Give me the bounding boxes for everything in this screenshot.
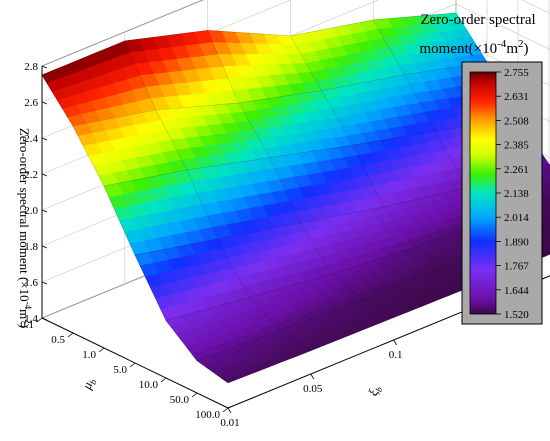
xi-axis-title: ξb xyxy=(365,383,385,399)
surface-mesh-line xyxy=(290,35,477,285)
mu-tick xyxy=(129,362,136,368)
mu-tick-label: 0.5 xyxy=(51,334,65,346)
z-tick-label: 2.0 xyxy=(24,205,38,217)
surface-mesh-line xyxy=(72,61,488,127)
colorbar-tick-label: 1.644 xyxy=(504,285,529,297)
legend-title-line2: moment(×10-4m2) xyxy=(420,38,529,57)
z-tick-label: 1.4 xyxy=(24,313,38,325)
z-tick-label: 2.2 xyxy=(24,169,38,181)
colorbar-tick-label: 2.138 xyxy=(504,188,529,200)
z-tick xyxy=(41,209,48,213)
surface-mesh-line xyxy=(227,253,550,384)
z-axis-title: Zero-order spectral moment (×10-4m2) xyxy=(17,128,33,328)
colorbar-tick-label: 2.755 xyxy=(504,67,529,79)
colorbar: 2.755 2.631 2.508 2.385 2.261 2.138 2.014 1.890… xyxy=(461,61,543,325)
xi-tick-label: 0.1 xyxy=(389,349,403,361)
axes: 1.4 1.6 1.8 2.0 2.2 2.4 2.6 2.8 0.1 0.5 1.0 5.0 10.0… xyxy=(20,61,550,429)
colorbar-tick-label: 2.014 xyxy=(504,212,529,224)
mu-tick-label: 10.0 xyxy=(139,379,159,391)
colorbar-gradient xyxy=(469,71,497,315)
xi-tick-label: 0.01 xyxy=(220,417,239,429)
z-tick xyxy=(41,173,48,177)
xi-tick xyxy=(227,407,232,414)
colorbar-tick-label: 1.890 xyxy=(504,236,529,248)
mu-tick xyxy=(36,317,43,323)
z-tick-label: 1.8 xyxy=(24,241,38,253)
mu-tick xyxy=(160,377,167,383)
xi-axis-line xyxy=(227,275,550,409)
colorbar-tick-label: 2.385 xyxy=(504,140,529,152)
z-tick xyxy=(41,65,48,69)
z-grid-line xyxy=(41,0,204,67)
xi-tick-label: 0.05 xyxy=(303,383,323,395)
mu-tick-label: 1.0 xyxy=(82,349,96,361)
colorbar-tick-label: 1.520 xyxy=(504,309,529,321)
colorbar-tick-label: 2.508 xyxy=(504,115,529,127)
z-tick xyxy=(41,101,48,105)
mu-tick xyxy=(222,407,229,413)
surface-cell xyxy=(222,373,243,384)
surface-mesh-line xyxy=(41,12,457,76)
colorbar-tick-label: 2.631 xyxy=(504,91,529,103)
surface-mesh-line xyxy=(41,74,229,384)
z-tick xyxy=(41,281,48,285)
z-tick xyxy=(41,137,48,141)
xi-tick xyxy=(393,339,397,346)
mu-tick xyxy=(191,392,198,398)
mu-tick xyxy=(98,347,105,353)
mu-tick xyxy=(67,332,74,338)
z-tick-label: 2.6 xyxy=(24,97,38,109)
colorbar-tick-label: 2.261 xyxy=(504,164,529,176)
colorbar-tick-label: 1.767 xyxy=(504,261,529,273)
surface-mesh-line xyxy=(103,118,519,187)
mu-axis-title: μb xyxy=(78,375,98,393)
mu-tick-label: 100.0 xyxy=(195,409,220,421)
z-tick-label: 2.8 xyxy=(24,61,38,73)
z-tick-label: 2.4 xyxy=(24,133,38,145)
xi-tick xyxy=(310,373,315,380)
mu-tick-label: 5.0 xyxy=(113,364,127,376)
mu-tick-label: 50.0 xyxy=(170,394,190,406)
surface-mesh-line xyxy=(207,30,394,318)
surface-mesh-line xyxy=(124,40,311,351)
z-tick xyxy=(41,245,48,249)
colorbar-labels: 2.755 2.631 2.508 2.385 2.261 2.138 2.014 1.890… xyxy=(496,67,529,321)
mu-tick-label: 0.1 xyxy=(20,319,34,331)
legend-title-line1: Zero-order spectral xyxy=(420,12,535,28)
z-tick-label: 1.6 xyxy=(24,277,38,289)
